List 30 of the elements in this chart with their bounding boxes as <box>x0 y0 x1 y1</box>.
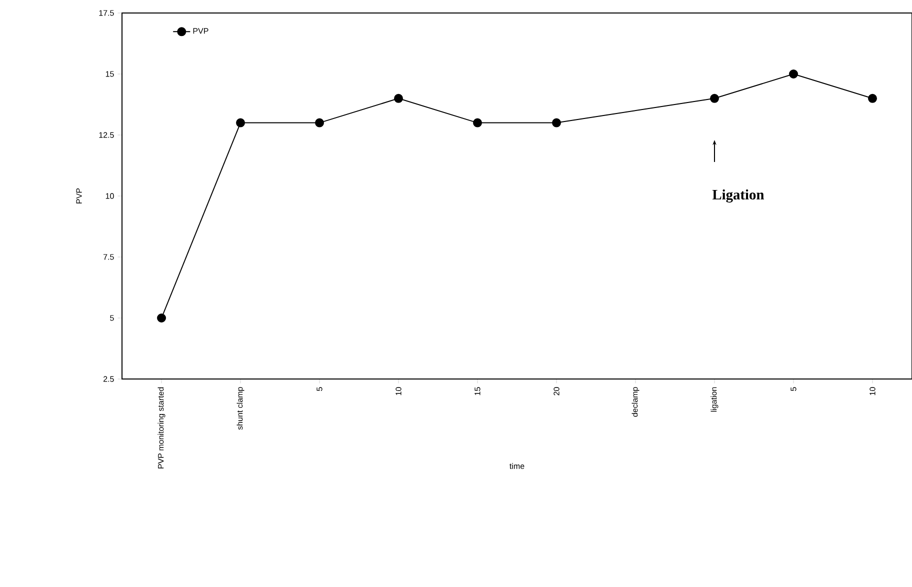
point <box>473 118 482 128</box>
point <box>868 94 878 103</box>
y-axis-title: PVP <box>76 188 82 204</box>
x-tick-label: 20 <box>554 387 560 396</box>
x-tick-label: PVP monitoring started <box>158 387 166 468</box>
legend-label: PVP <box>193 28 208 34</box>
y-tick-label: 2.5 <box>103 376 114 382</box>
x-tick-label: 10 <box>870 387 876 396</box>
x-tick-label: 5 <box>790 387 796 391</box>
y-tick-label: 5 <box>110 315 114 321</box>
x-tick-label: 10 <box>396 387 402 396</box>
point <box>552 118 561 128</box>
y-tick-label: 15 <box>106 71 114 77</box>
annotation: Ligation <box>712 189 764 203</box>
y-tick-label: 7.5 <box>103 254 114 260</box>
y-tick-label: 10 <box>106 193 114 199</box>
point <box>236 118 245 128</box>
x-tick-label: 5 <box>316 387 322 391</box>
point <box>315 118 324 128</box>
x-tick-label: 15 <box>474 387 480 396</box>
x-tick-label: ligation <box>710 387 718 412</box>
x-tick-label: shunt clamp <box>236 387 244 430</box>
x-axis-title: time <box>510 463 524 469</box>
point <box>789 70 798 78</box>
y-tick-label: 12.5 <box>99 132 114 138</box>
point <box>394 94 403 103</box>
y-tick-label: 17.5 <box>99 10 114 16</box>
x-tick-label: declamp <box>632 387 640 417</box>
point <box>710 94 719 103</box>
point <box>157 314 166 322</box>
